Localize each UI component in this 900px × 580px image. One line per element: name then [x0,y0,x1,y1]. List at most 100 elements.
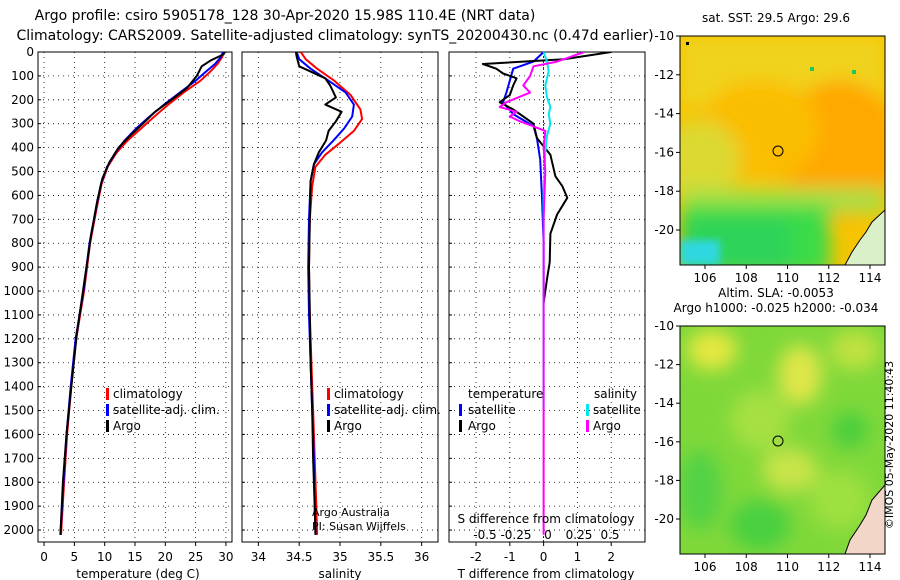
x-tick-label: -2 [470,550,482,564]
x-tick-label: 35.5 [367,550,394,564]
s-tick-label: -0.5 [473,528,496,542]
series-line-argo [59,52,226,535]
coastline [844,484,885,554]
legend-t-argo-swatch [459,420,462,432]
credit-argo-australia: Argo Australia [312,506,390,519]
legend-s-argo: Argo [593,419,621,433]
sst-map: 106 108 110 112 114 -10 -12 -14 -16 -18 -20 [654,29,886,285]
legend-argo: Argo [113,419,141,433]
depth-tick-label: 300 [11,117,34,131]
map-x-tick-label: 108 [735,271,758,285]
cloud-pixel [810,67,814,71]
depth-tick-label: 1000 [3,284,34,298]
map-x-tick-label: 106 [694,271,717,285]
map-y-tick-label: -16 [654,145,674,159]
series-line-t-satellite [502,52,545,303]
sla-map: 106 108 110 112 114 -10 -12 -14 -16 -18 -20 [654,319,886,574]
series-line-argo [294,52,343,535]
x-tick-label: 1 [574,550,582,564]
series-group [59,52,226,535]
map-y-tick-label: -18 [654,184,674,198]
s-difference-axis-label: S difference from climatology [458,512,635,526]
legend-satellite-swatch [106,404,109,416]
x-tick-label: 0 [540,550,548,564]
legend-t-satellite-swatch [459,404,462,416]
depth-tick-label: 700 [11,212,34,226]
x-tick-label: 25 [188,550,203,564]
depth-tick-label: 200 [11,93,34,107]
depth-tick-label: 1200 [3,332,34,346]
legend-argo-swatch [106,420,109,432]
cloud-pixel [852,70,856,74]
salinity-axis-label: salinity [318,567,361,580]
legend-t-argo: Argo [468,419,496,433]
legend-satellite-adj: satellite-adj. clim. [334,403,441,417]
map-x-tick-label: 110 [776,560,799,574]
legend-t-satellite: satellite [468,403,516,417]
x-tick-label: 34 [251,550,266,564]
legend-climatology-swatch [106,388,109,400]
depth-tick-label: 1100 [3,308,34,322]
legend-satellite-adj: satellite-adj. clim. [113,403,220,417]
sst-map-title: sat. SST: 29.5 Argo: 29.6 [702,11,850,25]
sst-map-axes: 106 108 110 112 114 -10 -12 -14 -16 -18 -20 [654,29,881,285]
map-y-tick-label: -14 [654,396,674,410]
depth-tick-label: 500 [11,165,34,179]
map-x-tick-label: 114 [859,560,882,574]
x-tick-label: 36 [414,550,429,564]
cool-water-patch [680,240,720,265]
legend-climatology: climatology [334,387,404,401]
salinity-plot: 34 34.5 35 35.5 36 [241,51,439,564]
legend-satellite-swatch [327,404,330,416]
map-x-tick-label: 106 [694,560,717,574]
altimetry-sla-label: Altim. SLA: -0.0053 [718,286,834,300]
difference-legend: temperature salinity satellite Argo sate… [458,387,641,542]
s-tick-label: 0 [544,528,552,542]
map-x-tick-label: 112 [817,560,840,574]
depth-tick-label: 1600 [3,427,34,441]
depth-tick-label: 400 [11,141,34,155]
map-y-tick-label: -12 [654,358,674,372]
legend-climatology-swatch [327,388,330,400]
depth-tick-label: 1400 [3,380,34,394]
map-y-tick-label: -20 [654,512,674,526]
sla-map-frame [679,325,886,555]
data-pixel [686,42,689,45]
legend-s-satellite-swatch [586,404,589,416]
depth-tick-label: 600 [11,188,34,202]
depth-tick-label: 2000 [3,523,34,537]
x-tick-label: 15 [127,550,142,564]
x-tick-label: 0 [40,550,48,564]
depth-axis: 0 100 200 300 400 500 600 700 800 900 1000 1100 1200… [3,45,34,537]
series-line-satellite-adj-clim- [295,52,355,535]
map-x-tick-label: 110 [776,271,799,285]
map-y-tick-label: -10 [654,319,674,333]
map-y-tick-label: -20 [654,223,674,237]
figure-title: Argo profile: csiro 5905178_128 30-Apr-2… [35,8,536,24]
credit-pi: PI: Susan Wijffels [312,520,406,533]
plot-frame [448,51,646,543]
imos-timestamp: ©IMOS 05-May-2020 11:40:43 [883,361,896,529]
x-tick-label: 5 [71,550,79,564]
map-y-tick-label: -10 [654,29,674,43]
depth-tick-label: 1800 [3,475,34,489]
x-tick-label: -1 [504,550,516,564]
legend-salinity-header: salinity [594,387,637,401]
x-tick-label: 2 [607,550,615,564]
map-x-tick-label: 108 [735,560,758,574]
map-x-tick-label: 112 [817,271,840,285]
sla-map-axes: 106 108 110 112 114 -10 -12 -14 -16 -18 -20 [654,319,881,574]
argo-location-marker [772,435,784,447]
series-line-s-argo [498,52,585,535]
x-tick-label: 34.5 [286,550,313,564]
series-line-s-satellite [542,52,552,411]
map-y-tick-label: -14 [654,107,674,121]
temperature-legend: climatology satellite-adj. clim. Argo [106,387,220,433]
difference-plot: -2 -1 0 1 2 [448,51,646,564]
depth-tick-label: 1700 [3,451,34,465]
temperature-axis-label: temperature (deg C) [76,567,199,580]
legend-climatology: climatology [113,387,183,401]
legend-argo-swatch [327,420,330,432]
depth-tick-label: 100 [11,69,34,83]
